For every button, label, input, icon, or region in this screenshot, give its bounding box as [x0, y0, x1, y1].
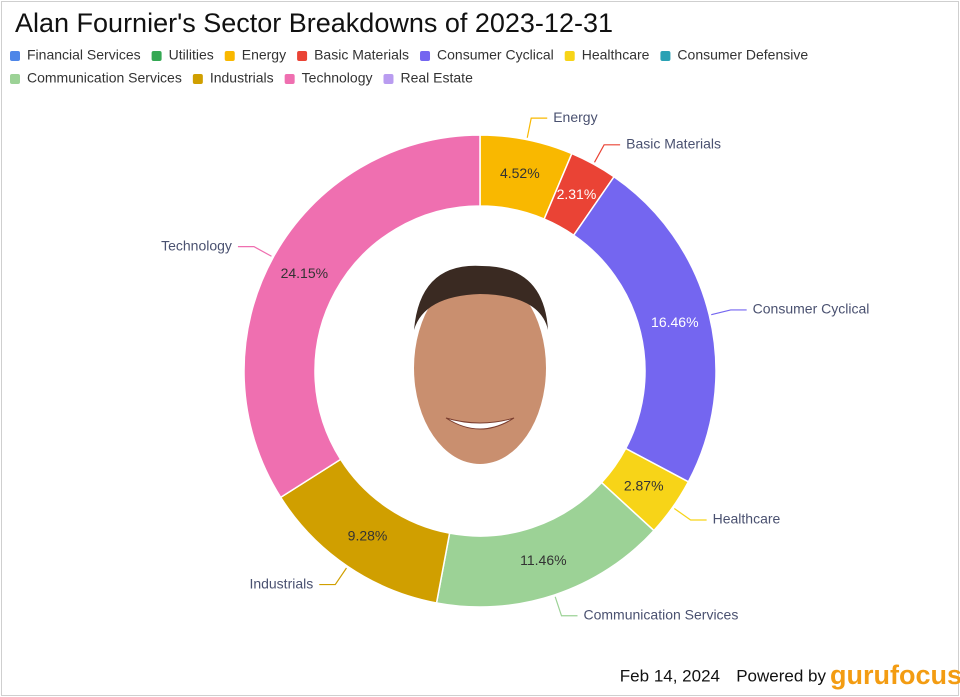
legend-label: Consumer Defensive — [677, 47, 808, 63]
brand-logo: gurufocus — [830, 660, 960, 690]
leader-line — [526, 117, 548, 138]
value-label: 2.87% — [624, 478, 664, 494]
portrait — [414, 265, 548, 464]
legend-item: Utilities — [151, 47, 214, 63]
leader-line — [673, 507, 707, 521]
legend-label: Utilities — [169, 47, 214, 63]
legend-item: Healthcare — [564, 47, 650, 63]
donut-slice — [243, 134, 481, 499]
legend-swatch — [10, 51, 20, 61]
legend-swatch — [284, 74, 295, 84]
legend-label: Communication Services — [27, 70, 182, 86]
legend-swatch — [297, 51, 308, 61]
legend-swatch — [564, 51, 575, 61]
legend-item: Financial Services — [10, 47, 141, 63]
legend-label: Technology — [302, 70, 373, 86]
legend-label: Energy — [242, 47, 286, 63]
value-label: 2.31% — [557, 186, 597, 202]
slice-label: Energy — [553, 109, 597, 125]
legend-item: Energy — [224, 47, 286, 63]
chart-title: Alan Fournier's Sector Breakdowns of 202… — [15, 8, 613, 38]
slice-label: Consumer Cyclical — [753, 301, 870, 317]
date: Feb 14, 2024 — [620, 666, 720, 685]
value-label: 4.52% — [500, 165, 540, 181]
leader-line — [711, 309, 747, 316]
legend-label: Basic Materials — [314, 47, 409, 63]
legend-item: Communication Services — [10, 70, 182, 86]
leader-line — [554, 596, 578, 617]
legend-swatch — [420, 51, 431, 61]
powered-by: Powered by — [736, 666, 826, 685]
value-label: 9.28% — [348, 528, 388, 544]
leader-line — [593, 144, 621, 163]
leader-line — [319, 567, 347, 586]
legend-swatch — [383, 74, 394, 84]
slice-label: Technology — [161, 237, 232, 253]
legend-item: Industrials — [192, 70, 274, 86]
legend-swatch — [660, 51, 671, 61]
leader-line — [237, 246, 272, 257]
legend-swatch — [224, 51, 235, 61]
slice-label: Industrials — [249, 575, 313, 591]
legend-label: Consumer Cyclical — [437, 47, 554, 63]
value-label: 16.46% — [651, 314, 698, 330]
legend-label: Industrials — [210, 70, 274, 86]
legend-item: Consumer Defensive — [660, 47, 808, 63]
legend-item: Technology — [284, 70, 373, 86]
legend-item: Basic Materials — [297, 47, 409, 63]
legend-item: Consumer Cyclical — [420, 47, 554, 63]
slice-label: Basic Materials — [626, 136, 721, 152]
value-label: 24.15% — [281, 265, 328, 281]
legend-swatch — [10, 74, 20, 84]
legend-label: Financial Services — [27, 47, 141, 63]
legend-item: Real Estate — [383, 70, 473, 86]
value-label: 11.46% — [520, 552, 566, 568]
legend-label: Real Estate — [400, 70, 473, 86]
slice-label: Communication Services — [584, 606, 739, 622]
legend-swatch — [151, 51, 162, 61]
legend-label: Healthcare — [582, 47, 650, 63]
slice-label: Healthcare — [713, 511, 781, 527]
legend-swatch — [192, 74, 203, 84]
